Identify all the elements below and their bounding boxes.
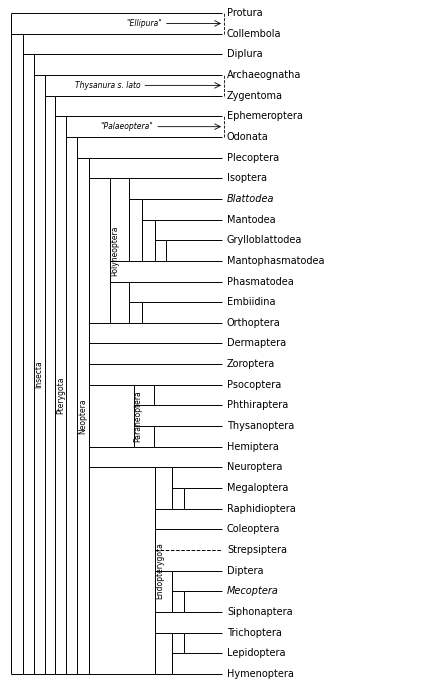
- Text: Dermaptera: Dermaptera: [227, 339, 286, 348]
- Text: Coleoptera: Coleoptera: [227, 524, 279, 534]
- Text: Psocoptera: Psocoptera: [227, 380, 280, 390]
- Text: Raphidioptera: Raphidioptera: [227, 504, 295, 514]
- Text: Plecoptera: Plecoptera: [227, 153, 279, 163]
- Text: Neuroptera: Neuroptera: [227, 462, 282, 473]
- Text: Paraneoptera: Paraneoptera: [133, 390, 142, 442]
- Text: Insecta: Insecta: [34, 361, 43, 388]
- Text: Phthiraptera: Phthiraptera: [227, 401, 288, 410]
- Text: Collembola: Collembola: [227, 29, 281, 38]
- Text: Hemiptera: Hemiptera: [227, 442, 278, 452]
- Text: "Palaeoptera": "Palaeoptera": [100, 122, 153, 131]
- Text: Grylloblattodea: Grylloblattodea: [227, 235, 302, 245]
- Text: Ephemeroptera: Ephemeroptera: [227, 111, 302, 122]
- Text: Siphonaptera: Siphonaptera: [227, 607, 292, 617]
- Text: Endopterygota: Endopterygota: [155, 542, 164, 599]
- Text: Odonata: Odonata: [227, 132, 268, 142]
- Text: Neoptera: Neoptera: [78, 398, 87, 433]
- Text: Polyneoptera: Polyneoptera: [110, 225, 118, 275]
- Text: Blattodea: Blattodea: [227, 194, 274, 204]
- Text: Thysanoptera: Thysanoptera: [227, 421, 293, 431]
- Text: Diplura: Diplura: [227, 49, 262, 59]
- Text: Hymenoptera: Hymenoptera: [227, 669, 293, 679]
- Text: Zygentoma: Zygentoma: [227, 91, 282, 101]
- Text: Lepidoptera: Lepidoptera: [227, 649, 285, 658]
- Text: Mantophasmatodea: Mantophasmatodea: [227, 256, 324, 266]
- Text: Zoroptera: Zoroptera: [227, 359, 275, 369]
- Text: Embiidina: Embiidina: [227, 297, 275, 307]
- Text: Trichoptera: Trichoptera: [227, 628, 281, 638]
- Text: Megaloptera: Megaloptera: [227, 483, 288, 493]
- Text: Pterygota: Pterygota: [56, 376, 65, 414]
- Text: "Ellipura": "Ellipura": [125, 19, 161, 28]
- Text: Mecoptera: Mecoptera: [227, 586, 278, 596]
- Text: Thysanura s. lato: Thysanura s. lato: [74, 81, 140, 90]
- Text: Isoptera: Isoptera: [227, 173, 266, 183]
- Text: Phasmatodea: Phasmatodea: [227, 277, 293, 286]
- Text: Archaeognatha: Archaeognatha: [227, 70, 301, 80]
- Text: Protura: Protura: [227, 8, 262, 18]
- Text: Diptera: Diptera: [227, 565, 263, 576]
- Text: Strepsiptera: Strepsiptera: [227, 545, 286, 555]
- Text: Orthoptera: Orthoptera: [227, 318, 280, 328]
- Text: Mantodea: Mantodea: [227, 214, 275, 225]
